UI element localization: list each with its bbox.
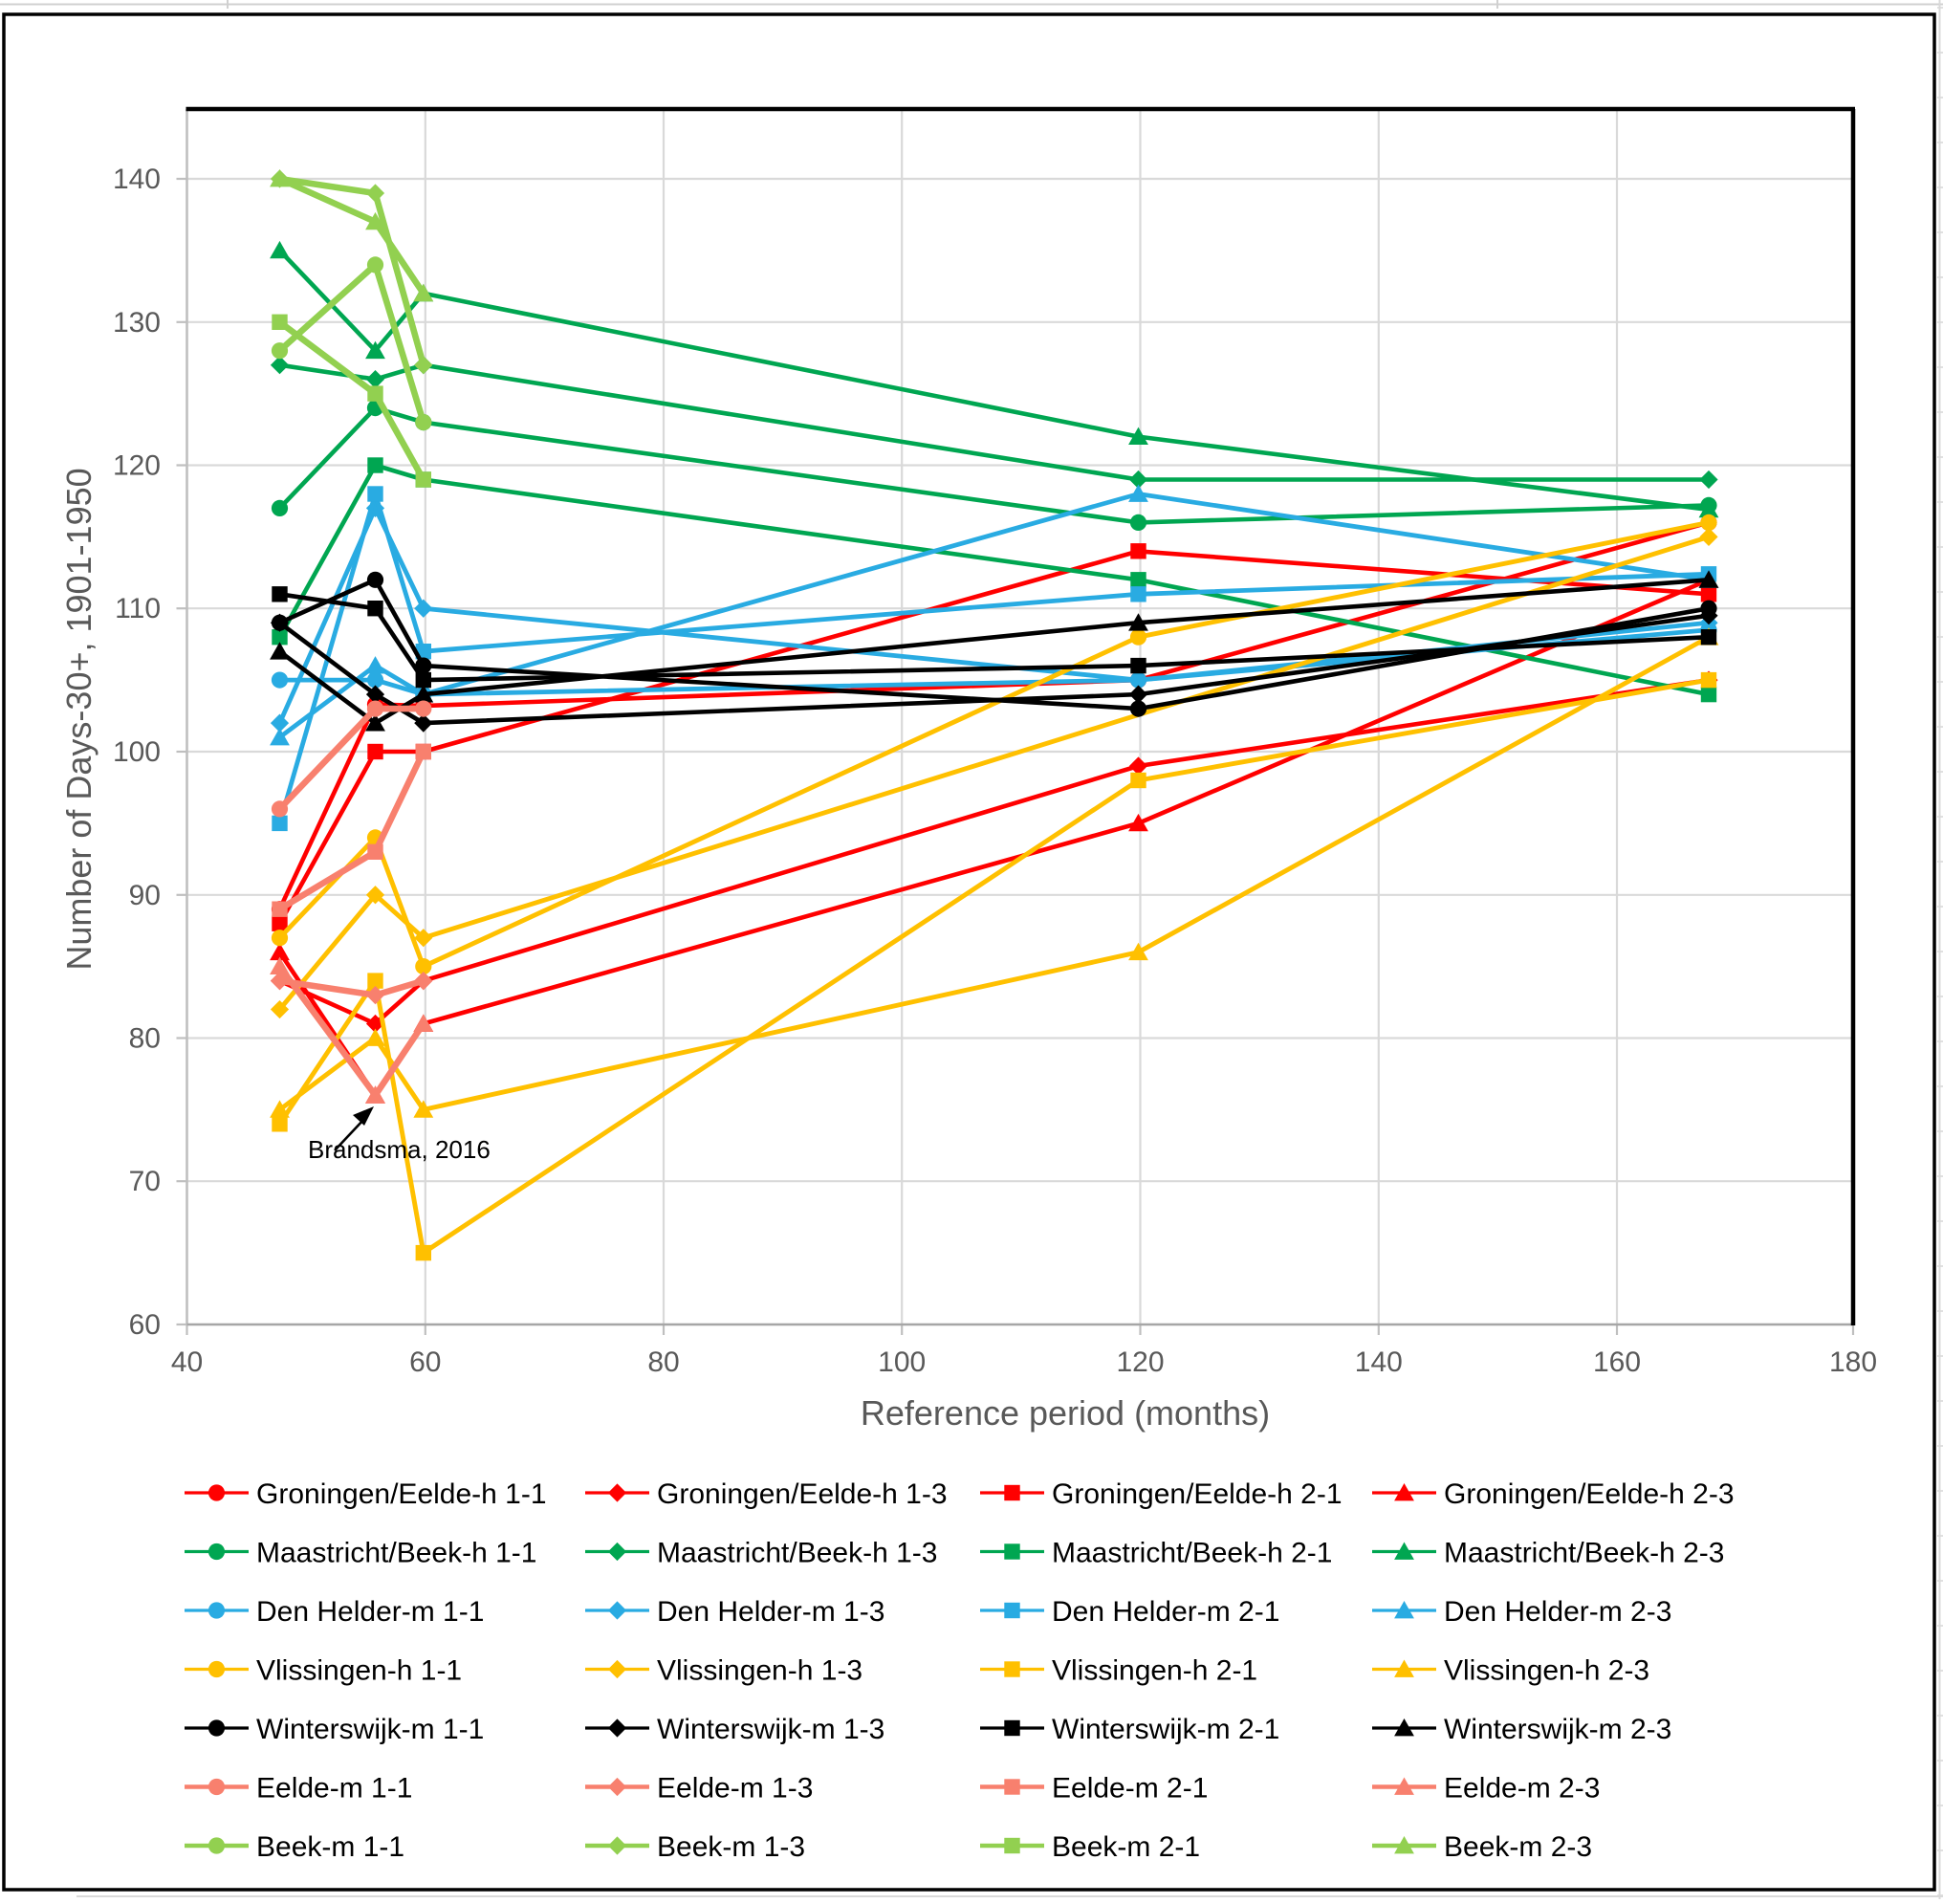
svg-text:Groningen/Eelde-h 2-1: Groningen/Eelde-h 2-1 [1052, 1478, 1343, 1510]
svg-text:Groningen/Eelde-h 1-3: Groningen/Eelde-h 1-3 [657, 1478, 948, 1510]
svg-text:Winterswijk-m 2-3: Winterswijk-m 2-3 [1444, 1714, 1671, 1745]
svg-text:Den Helder-m 1-1: Den Helder-m 1-1 [256, 1596, 484, 1628]
svg-text:Groningen/Eelde-h 1-1: Groningen/Eelde-h 1-1 [256, 1478, 547, 1510]
svg-text:Den Helder-m 2-3: Den Helder-m 2-3 [1444, 1596, 1671, 1628]
svg-text:Maastricht/Beek-h 1-1: Maastricht/Beek-h 1-1 [256, 1538, 536, 1569]
svg-text:Maastricht/Beek-h 1-3: Maastricht/Beek-h 1-3 [657, 1538, 937, 1569]
svg-text:Den Helder-m 1-3: Den Helder-m 1-3 [657, 1596, 884, 1628]
svg-text:Maastricht/Beek-h 2-1: Maastricht/Beek-h 2-1 [1052, 1538, 1332, 1569]
svg-text:120: 120 [1116, 1346, 1164, 1378]
svg-text:Den Helder-m 2-1: Den Helder-m 2-1 [1052, 1596, 1279, 1628]
svg-text:Winterswijk-m 1-3: Winterswijk-m 1-3 [657, 1714, 884, 1745]
svg-text:Vlissingen-h 2-3: Vlissingen-h 2-3 [1444, 1655, 1649, 1687]
svg-text:100: 100 [113, 736, 161, 768]
svg-text:Eelde-m 1-3: Eelde-m 1-3 [657, 1773, 813, 1805]
svg-text:70: 70 [129, 1166, 161, 1197]
svg-text:90: 90 [129, 880, 161, 911]
svg-text:Beek-m 2-1: Beek-m 2-1 [1052, 1831, 1200, 1863]
svg-text:100: 100 [878, 1346, 926, 1378]
svg-text:Beek-m 1-1: Beek-m 1-1 [256, 1831, 404, 1863]
svg-text:Beek-m 2-3: Beek-m 2-3 [1444, 1831, 1592, 1863]
svg-text:Brandsma, 2016: Brandsma, 2016 [308, 1135, 491, 1164]
svg-text:130: 130 [113, 307, 161, 339]
svg-text:40: 40 [171, 1346, 203, 1378]
svg-text:Maastricht/Beek-h 2-3: Maastricht/Beek-h 2-3 [1444, 1538, 1724, 1569]
svg-text:110: 110 [115, 593, 161, 624]
svg-text:Eelde-m 2-1: Eelde-m 2-1 [1052, 1773, 1208, 1805]
svg-text:60: 60 [129, 1309, 161, 1341]
svg-text:80: 80 [647, 1346, 679, 1378]
svg-text:Groningen/Eelde-h 2-3: Groningen/Eelde-h 2-3 [1444, 1478, 1735, 1510]
svg-text:Beek-m 1-3: Beek-m 1-3 [657, 1831, 805, 1863]
svg-text:Vlissingen-h 2-1: Vlissingen-h 2-1 [1052, 1655, 1257, 1687]
svg-text:Number of Days-30+, 1901-1950: Number of Days-30+, 1901-1950 [59, 468, 98, 970]
svg-text:Winterswijk-m 1-1: Winterswijk-m 1-1 [256, 1714, 484, 1745]
svg-text:Reference period (months): Reference period (months) [861, 1393, 1270, 1433]
svg-text:140: 140 [1355, 1346, 1403, 1378]
svg-text:Vlissingen-h 1-3: Vlissingen-h 1-3 [657, 1655, 862, 1687]
svg-text:120: 120 [113, 450, 161, 482]
svg-text:180: 180 [1829, 1346, 1877, 1378]
svg-text:140: 140 [113, 164, 161, 195]
svg-text:160: 160 [1593, 1346, 1641, 1378]
svg-text:80: 80 [129, 1023, 161, 1055]
svg-text:Eelde-m 2-3: Eelde-m 2-3 [1444, 1773, 1600, 1805]
svg-text:Winterswijk-m 2-1: Winterswijk-m 2-1 [1052, 1714, 1279, 1745]
svg-text:Vlissingen-h 1-1: Vlissingen-h 1-1 [256, 1655, 462, 1687]
svg-text:60: 60 [409, 1346, 441, 1378]
svg-text:Eelde-m 1-1: Eelde-m 1-1 [256, 1773, 412, 1805]
